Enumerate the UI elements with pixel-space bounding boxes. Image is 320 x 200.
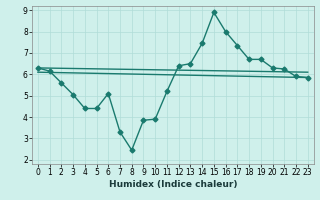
- X-axis label: Humidex (Indice chaleur): Humidex (Indice chaleur): [108, 180, 237, 189]
